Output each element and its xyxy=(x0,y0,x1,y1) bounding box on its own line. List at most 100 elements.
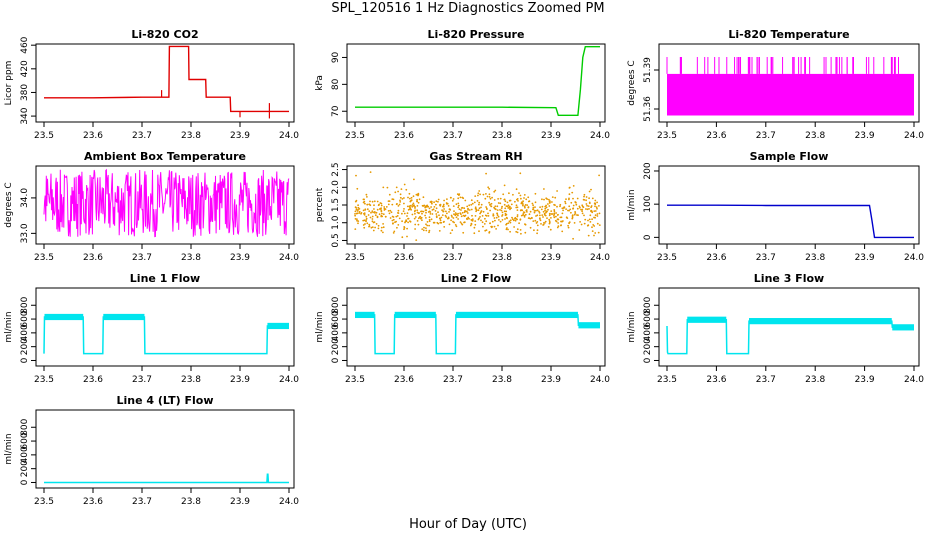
data-point xyxy=(534,206,536,209)
data-point xyxy=(588,190,591,193)
data-point xyxy=(401,236,404,239)
data-point xyxy=(598,224,601,227)
data-point xyxy=(380,204,383,207)
data-point xyxy=(572,185,575,187)
data-point xyxy=(394,191,397,194)
x-tick-label: 23.6 xyxy=(394,253,414,263)
data-point xyxy=(368,210,371,213)
data-point xyxy=(568,193,571,196)
x-tick-label: 23.9 xyxy=(855,253,875,263)
data-point xyxy=(459,196,462,199)
data-point xyxy=(509,221,512,224)
data-point xyxy=(572,204,575,207)
data-point xyxy=(403,228,405,231)
data-point xyxy=(568,187,571,189)
data-point xyxy=(406,215,408,217)
y-tick-label: 460 xyxy=(20,36,30,53)
data-point xyxy=(407,221,409,224)
data-point xyxy=(444,214,447,217)
data-line xyxy=(355,46,600,116)
data-point xyxy=(376,200,379,203)
data-point xyxy=(375,223,378,225)
data-point xyxy=(428,216,431,219)
data-point xyxy=(387,210,390,212)
data-point xyxy=(355,212,358,215)
y-tick-label: 33.0 xyxy=(20,223,30,243)
data-point xyxy=(561,207,564,210)
data-band xyxy=(103,313,145,321)
data-point xyxy=(364,223,366,225)
data-point xyxy=(357,222,359,225)
data-point xyxy=(437,200,439,203)
x-tick-label: 23.5 xyxy=(657,375,677,385)
data-point xyxy=(475,208,477,210)
data-point xyxy=(511,216,513,219)
data-point xyxy=(414,209,416,212)
data-point xyxy=(496,212,498,215)
data-point xyxy=(513,226,515,228)
x-tick-label: 23.7 xyxy=(443,131,463,141)
data-point xyxy=(380,226,383,229)
data-point xyxy=(585,199,587,202)
x-tick-label: 23.6 xyxy=(83,497,103,507)
data-point xyxy=(548,214,551,217)
data-point xyxy=(371,220,374,223)
data-point xyxy=(466,218,468,221)
data-point xyxy=(431,209,434,211)
data-point xyxy=(439,221,442,224)
data-point xyxy=(369,216,372,219)
data-point xyxy=(426,221,429,223)
data-point xyxy=(576,197,579,200)
data-point xyxy=(404,221,406,224)
data-point xyxy=(412,202,415,205)
data-point xyxy=(386,186,389,189)
x-tick-label: 23.5 xyxy=(345,375,365,385)
data-point xyxy=(397,190,399,193)
data-band xyxy=(667,73,914,116)
data-point xyxy=(573,213,576,216)
data-point xyxy=(448,211,450,213)
data-point xyxy=(489,204,491,206)
data-point xyxy=(488,201,490,204)
data-point xyxy=(507,204,510,207)
data-point xyxy=(553,203,555,206)
data-point xyxy=(365,220,367,223)
data-point xyxy=(459,221,462,224)
data-point xyxy=(567,226,570,229)
data-layer xyxy=(666,316,914,355)
data-point xyxy=(416,205,419,207)
data-point xyxy=(542,224,544,226)
data-point xyxy=(362,219,365,222)
data-point xyxy=(457,218,459,220)
y-tick-label: 420 xyxy=(20,60,30,77)
data-point xyxy=(541,214,544,217)
data-point xyxy=(423,226,425,229)
data-point xyxy=(485,172,487,175)
x-tick-label: 24.0 xyxy=(904,131,924,141)
data-layer xyxy=(354,171,601,242)
data-point xyxy=(504,214,507,217)
data-point xyxy=(511,218,514,221)
data-point xyxy=(411,213,414,216)
data-point xyxy=(496,205,499,208)
x-tick-label: 23.5 xyxy=(34,375,54,385)
data-point xyxy=(365,215,368,218)
data-point xyxy=(516,228,519,231)
data-point xyxy=(387,200,390,203)
data-point xyxy=(546,217,548,220)
x-tick-label: 23.6 xyxy=(83,375,103,385)
data-point xyxy=(539,219,542,222)
data-point xyxy=(516,206,519,209)
data-point xyxy=(368,223,371,226)
data-point xyxy=(523,214,526,217)
data-point xyxy=(487,212,489,215)
data-point xyxy=(369,171,372,174)
data-point xyxy=(395,215,398,218)
data-point xyxy=(419,217,422,220)
data-point xyxy=(538,210,540,213)
data-point xyxy=(582,198,585,201)
data-point xyxy=(439,219,442,222)
data-point xyxy=(524,223,526,226)
y-axis-label: ml/min xyxy=(4,311,14,342)
data-point xyxy=(508,192,510,195)
